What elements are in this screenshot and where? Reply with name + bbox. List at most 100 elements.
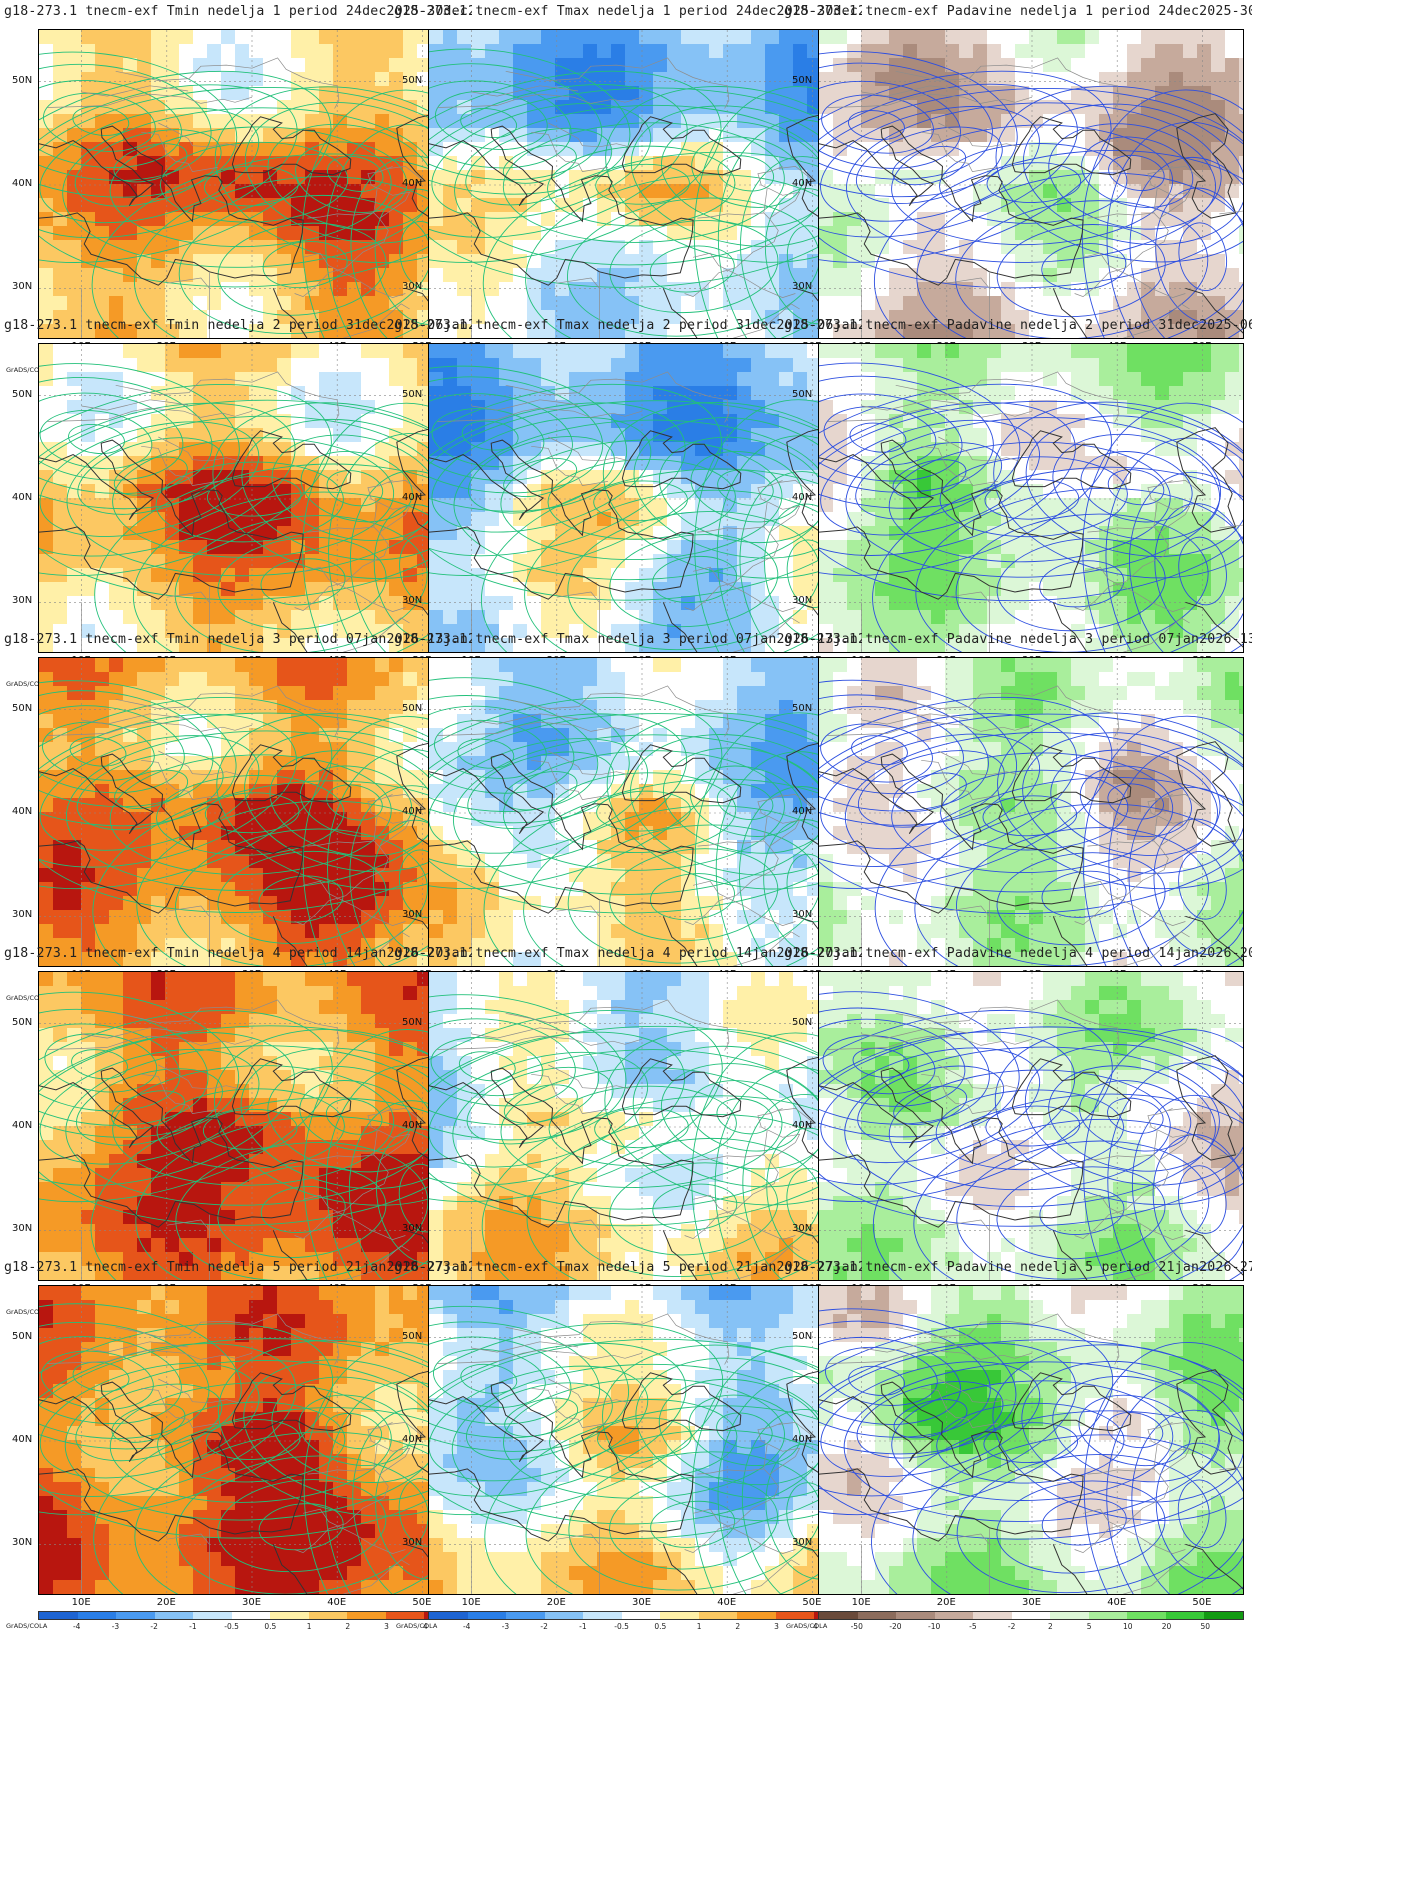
panel-title: g18-273.1 tnecm-exf Tmax nedelja 1 perio… [394, 4, 862, 19]
coastlines [819, 741, 1243, 966]
graticule [819, 344, 1243, 652]
panel-title: g18-273.1 tnecm-exf Tmax nedelja 3 perio… [394, 632, 862, 647]
colorbar-tick-label: -1 [579, 1622, 587, 1631]
colorbar-swatch [1088, 1612, 1128, 1619]
grads-credit: GrADS/COLA [6, 994, 48, 1002]
latitude-label: 40N [792, 1120, 813, 1131]
latitude-label: 50N [402, 702, 423, 714]
longitude-label: 40E [717, 1597, 737, 1608]
latitude-label: 50N [402, 388, 423, 400]
contour-lines [429, 994, 853, 1280]
colorbar-tick-label: -4 [72, 1622, 81, 1631]
grads-credit: GrADS/COLA [6, 680, 48, 688]
contour-lines [819, 679, 1243, 966]
latitude-label: 30N [792, 1223, 813, 1235]
map-plot-area [428, 971, 854, 1281]
colorbar-swatch [467, 1612, 507, 1619]
colorbar-tick-label: -20 [889, 1622, 902, 1631]
colorbar-swatch [154, 1612, 194, 1619]
longitude-label: 50E [412, 1597, 432, 1608]
map-panel-3-padavine: g18-273.1 tnecm-exf Padavine nedelja 3 p… [784, 630, 1252, 1008]
colorbar-swatch [193, 1612, 232, 1619]
colorbar-swatch [896, 1612, 935, 1619]
panel-title: g18-273.1 tnecm-exf Tmin nedelja 3 perio… [4, 632, 472, 647]
longitude-label: 10E [461, 1597, 481, 1608]
panel-title: g18-273.1 tnecm-exf Padavine nedelja 5 p… [784, 1260, 1252, 1275]
colorbar-swatch [737, 1612, 776, 1619]
contour-lines [39, 680, 463, 966]
colorbar-tick-label: 0.5 [264, 1622, 277, 1631]
map-panel-4-padavine: g18-273.1 tnecm-exf Padavine nedelja 4 p… [784, 944, 1252, 1322]
latitude-label: 40N [402, 1434, 423, 1445]
latitude-label: 30N [12, 1537, 33, 1549]
latitude-label: 40N [402, 178, 423, 189]
latitude-label: 40N [792, 178, 813, 189]
grads-credit: GrADS/COLA [6, 1308, 48, 1316]
colorbar-swatch [1127, 1612, 1166, 1619]
latitude-label: 30N [12, 281, 33, 293]
country-borders [437, 57, 853, 338]
contour-lines [39, 51, 463, 338]
panel-title: g18-273.1 tnecm-exf Tmin nedelja 1 perio… [4, 4, 472, 19]
colorbar-swatch [270, 1612, 309, 1619]
colorbar-tick-label: -0.5 [224, 1622, 239, 1631]
latitude-label: 40N [12, 1120, 33, 1131]
colorbar-swatch [621, 1612, 661, 1619]
panel-title: g18-273.1 tnecm-exf Padavine nedelja 2 p… [784, 318, 1252, 333]
latitude-label: 50N [402, 1016, 423, 1028]
grads-credit: GrADS/COLA [396, 1622, 438, 1630]
latitude-label: 50N [792, 74, 813, 86]
longitude-label: 40E [1107, 1597, 1127, 1608]
longitude-label: 40E [327, 1597, 347, 1608]
map-panel-4-tmin: g18-273.1 tnecm-exf Tmin nedelja 4 perio… [4, 944, 472, 1322]
latitude-label: 50N [792, 1330, 813, 1342]
colorbar-swatch [77, 1612, 117, 1619]
colorbar-swatch [231, 1612, 271, 1619]
panel-title: g18-273.1 tnecm-exf Tmin nedelja 4 perio… [4, 946, 472, 961]
longitude-label: 50E [1192, 1597, 1212, 1608]
panel-title: g18-273.1 tnecm-exf Padavine nedelja 4 p… [784, 946, 1252, 961]
colorbar-swatch [819, 1612, 858, 1619]
colorbar-tick-label: 1 [306, 1622, 312, 1631]
latitude-label: 40N [402, 1120, 423, 1131]
latitude-label: 40N [402, 492, 423, 503]
colorbar-tick-label: 50 [1200, 1622, 1211, 1631]
contour-lines [429, 677, 853, 966]
colorbar-swatch [1050, 1612, 1089, 1619]
colorbar-swatch [39, 1612, 78, 1619]
colorbar-tick-label: -2 [150, 1622, 158, 1631]
longitude-label: 30E [632, 1597, 652, 1608]
country-borders [47, 999, 463, 1280]
country-borders [827, 1313, 1243, 1594]
map-graphic [819, 972, 1243, 1280]
coastlines [819, 113, 1243, 338]
map-graphic [429, 344, 853, 652]
country-borders [827, 685, 1243, 966]
colorbar-tick-label: 2 [345, 1622, 351, 1631]
shaded-anomaly-field [819, 1286, 1243, 1594]
map-graphic [819, 30, 1243, 338]
contour-lines [429, 48, 853, 338]
map-plot-area [818, 657, 1244, 967]
colorbar-tick-label: -5 [969, 1622, 977, 1631]
graticule [39, 1286, 463, 1594]
colorbar-tick-label: 3 [384, 1622, 389, 1631]
country-borders [827, 57, 1243, 338]
longitude-label: 50E [802, 1597, 822, 1608]
colorbar-tick-label: 4 [422, 1622, 428, 1631]
map-graphic [819, 658, 1243, 966]
latitude-label: 40N [12, 1434, 33, 1445]
coastlines [819, 1055, 1243, 1280]
country-borders [47, 685, 463, 966]
panel-title: g18-273.1 tnecm-exf Padavine nedelja 1 p… [784, 4, 1252, 19]
latitude-label: 50N [12, 702, 33, 714]
panel-title: g18-273.1 tnecm-exf Tmin nedelja 2 perio… [4, 318, 472, 333]
latitude-label: 50N [12, 74, 33, 86]
map-graphic [429, 30, 853, 338]
colorbar-tick-label: -1 [189, 1622, 197, 1631]
colorbar-tick-label: -50 [850, 1622, 863, 1631]
colorbar-swatch [385, 1612, 425, 1619]
colorbar-tick-label: -0.5 [614, 1622, 629, 1631]
colorbar-swatch [544, 1612, 584, 1619]
latitude-label: 30N [12, 1223, 33, 1235]
